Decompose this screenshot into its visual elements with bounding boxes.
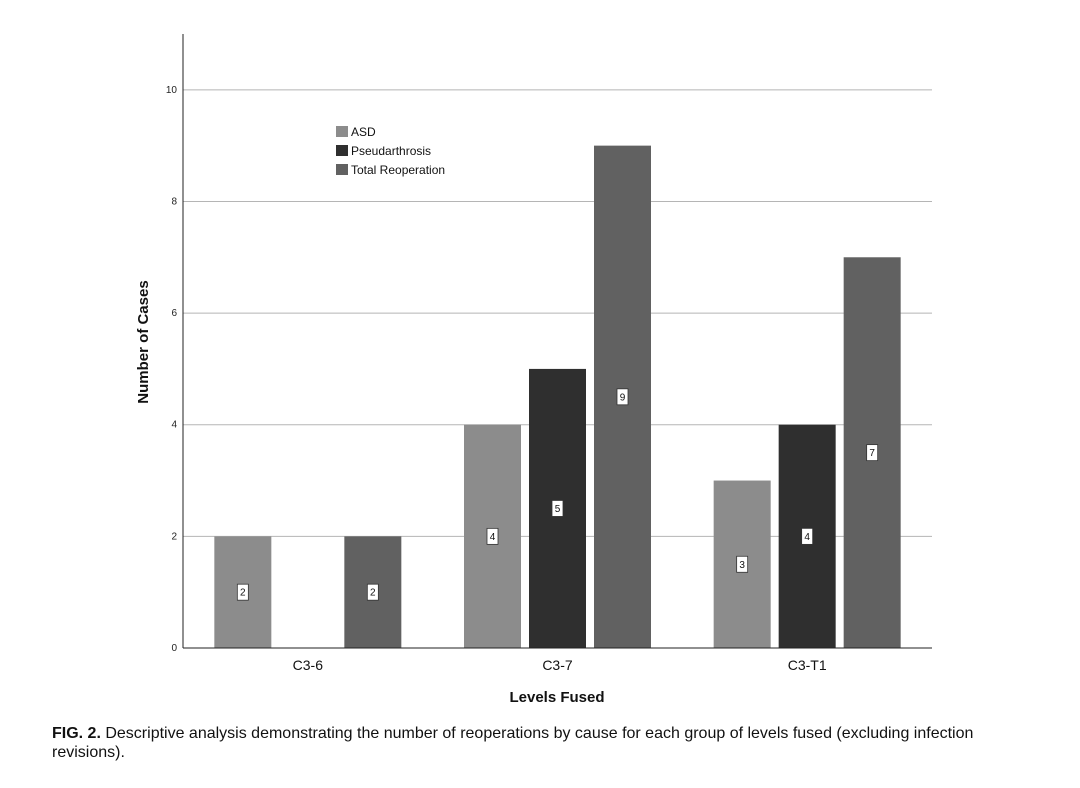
axes <box>182 34 932 649</box>
x-category-labels: C3-6 C3-7 C3-T1 <box>293 657 827 673</box>
legend-swatch <box>336 126 348 137</box>
data-label-box <box>736 555 749 573</box>
figure-label: FIG. 2. <box>52 725 101 742</box>
bars <box>214 145 901 649</box>
y-tick-label: 4 <box>171 420 177 431</box>
data-label-box <box>801 527 814 545</box>
data-label: 9 <box>620 392 626 403</box>
data-labels: 2 2 4 5 9 3 4 7 <box>236 388 879 601</box>
data-label: 2 <box>370 588 376 599</box>
data-label: 4 <box>490 532 496 543</box>
x-axis-title: Levels Fused <box>509 689 604 706</box>
y-axis-title: Number of Cases <box>135 280 152 403</box>
x-category-label: C3-7 <box>542 657 573 673</box>
data-label: 3 <box>739 560 745 571</box>
y-tick-label: 10 <box>166 85 178 96</box>
caption-text: Descriptive analysis demonstrating the n… <box>52 725 974 761</box>
data-label-box <box>366 583 379 601</box>
y-tick-label: 6 <box>171 308 177 319</box>
x-category-label: C3-6 <box>293 657 324 673</box>
data-label: 2 <box>240 588 246 599</box>
bar-chart: 0 2 4 6 8 10 C3-6 C3-7 C3-T1 2 2 4 5 9 3 4 7 ASD Pseuda… <box>135 34 932 706</box>
legend-label: Pseudarthrosis <box>351 144 431 158</box>
y-tick-label: 0 <box>171 643 177 654</box>
data-label: 5 <box>555 504 561 515</box>
data-label-box <box>551 500 564 517</box>
y-tick-label: 2 <box>171 531 177 542</box>
data-label-box <box>866 444 879 462</box>
data-label-box <box>236 583 249 601</box>
data-label: 4 <box>804 532 810 543</box>
legend-label: Total Reoperation <box>351 163 445 177</box>
legend: ASD Pseudarthrosis Total Reoperation <box>336 125 445 177</box>
legend-swatch <box>336 164 348 175</box>
y-tick-label: 8 <box>171 196 177 207</box>
legend-label: ASD <box>351 125 376 139</box>
x-category-label: C3-T1 <box>788 657 827 673</box>
data-label-box <box>486 527 499 545</box>
y-tick-labels: 0 2 4 6 8 10 <box>166 85 178 654</box>
data-label: 7 <box>869 448 875 459</box>
legend-swatch <box>336 145 348 156</box>
figure-caption: FIG. 2. Descriptive analysis demonstrati… <box>52 724 1032 762</box>
data-label-box <box>616 388 629 406</box>
